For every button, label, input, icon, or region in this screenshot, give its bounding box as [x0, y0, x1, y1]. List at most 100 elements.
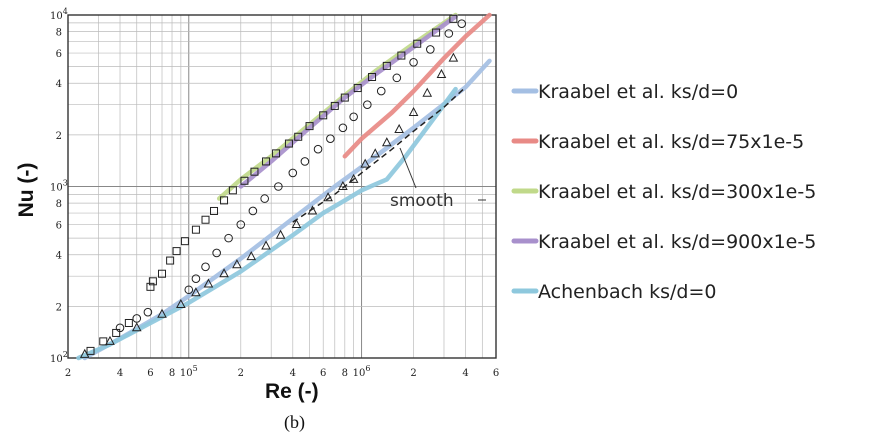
- marker-square: [210, 206, 219, 215]
- y-tick-label: 6: [56, 49, 62, 60]
- y-tick-label: 104: [50, 7, 68, 22]
- figure-caption: (b): [284, 412, 305, 433]
- marker-square: [228, 186, 237, 195]
- marker-square: [86, 346, 95, 355]
- marker-circle: [426, 45, 435, 54]
- x-tick-labels: 2 4 6 8 105 2 4 6 8 106 2 4 6: [65, 364, 499, 379]
- marker-square: [201, 215, 210, 224]
- x-tick-label: 106: [353, 364, 371, 379]
- marker-square: [340, 93, 349, 102]
- dashed-reference-line: [292, 86, 467, 223]
- marker-triangle: [448, 52, 459, 62]
- marker-square: [124, 318, 133, 327]
- x-axis-title: Re (-): [265, 380, 319, 403]
- marker-triangle: [232, 259, 242, 269]
- marker-square: [240, 176, 249, 185]
- y-tick-label: 8: [56, 28, 62, 39]
- marker-square: [146, 282, 155, 291]
- marker-square: [284, 139, 293, 148]
- legend-label-3: Kraabel et al. ks/d=900x1e-5: [538, 231, 816, 253]
- x-tick-label: 4: [290, 368, 296, 379]
- annotation-leader: [399, 147, 417, 189]
- marker-triangle: [408, 106, 419, 117]
- x-tick-label: 2: [410, 368, 416, 379]
- legend: Kraabel et al. ks/d=0 Kraabel et al. ks/d…: [511, 81, 816, 303]
- marker-triangle: [394, 123, 404, 133]
- marker-circle: [349, 112, 358, 122]
- y-tick-label: 4: [56, 79, 62, 90]
- x-tick-label: 4: [117, 368, 123, 379]
- marker-circle: [201, 262, 210, 272]
- legend-label-4: Achenbach ks/d=0: [538, 281, 717, 303]
- x-tick-label: 4: [462, 368, 468, 379]
- y-tick-label: 2: [56, 302, 62, 313]
- marker-square: [397, 51, 406, 60]
- legend-label-2: Kraabel et al. ks/d=300x1e-5: [538, 181, 816, 203]
- marker-circle: [300, 157, 310, 166]
- data-markers: [79, 14, 467, 358]
- marker-triangle: [275, 229, 286, 239]
- marker-triangle: [219, 268, 229, 278]
- marker-circle: [392, 73, 402, 83]
- marker-circle: [457, 19, 467, 28]
- marker-square: [99, 337, 108, 346]
- marker-triangle: [348, 173, 359, 183]
- y-tick-label: 8: [56, 199, 62, 210]
- series-line-1: [342, 12, 492, 159]
- marker-triangle: [176, 298, 186, 309]
- marker-circle: [224, 233, 233, 243]
- marker-circle: [409, 57, 418, 67]
- marker-circle: [115, 323, 125, 333]
- marker-square: [368, 72, 377, 81]
- marker-triangle: [246, 251, 257, 261]
- marker-triangle: [79, 348, 90, 358]
- marker-circle: [363, 100, 372, 109]
- marker-triangle: [381, 137, 392, 147]
- x-tick-label: 6: [320, 368, 326, 379]
- series-line-4: [76, 86, 458, 361]
- marker-circle: [376, 86, 386, 96]
- marker-triangle: [291, 218, 302, 229]
- marker-square: [148, 277, 157, 286]
- marker-square: [112, 328, 121, 337]
- marker-square: [294, 132, 303, 141]
- legend-label-0: Kraabel et al. ks/d=0: [538, 81, 738, 103]
- marker-square: [449, 14, 458, 23]
- marker-circle: [143, 307, 153, 317]
- marker-square: [172, 247, 181, 256]
- marker-triangle: [360, 158, 371, 168]
- marker-circle: [288, 168, 298, 178]
- y-tick-label: 4: [56, 251, 62, 262]
- y-tick-label: 102: [50, 350, 68, 365]
- marker-square: [158, 269, 167, 278]
- x-tick-label: 6: [147, 368, 153, 379]
- marker-circle: [191, 274, 201, 283]
- marker-circle: [326, 134, 335, 143]
- x-tick-label: 8: [342, 368, 348, 379]
- marker-circle: [274, 182, 283, 191]
- marker-circle: [184, 285, 194, 295]
- marker-square: [353, 84, 362, 93]
- marker-square: [319, 111, 328, 120]
- legend-label-1: Kraabel et al. ks/d=75x1e-5: [538, 131, 804, 153]
- marker-triangle: [370, 148, 381, 158]
- marker-triangle: [422, 87, 433, 97]
- plot-frame: [67, 14, 497, 359]
- y-tick-labels: 102 2 4 6 8 103 2 4 6 8 104: [50, 7, 68, 365]
- marker-triangle: [261, 240, 271, 250]
- smooth-annotation: smooth: [390, 191, 454, 211]
- dashed-line: [292, 86, 467, 223]
- marker-circle: [260, 194, 269, 203]
- marker-square: [220, 196, 229, 205]
- marker-circle: [248, 206, 258, 216]
- x-tick-label: 105: [180, 364, 198, 379]
- marker-circle: [236, 220, 246, 229]
- marker-circle: [212, 248, 221, 258]
- marker-triangle: [131, 322, 142, 332]
- marker-square: [250, 167, 259, 176]
- marker-square: [413, 39, 422, 48]
- x-tick-label: 2: [238, 368, 244, 379]
- marker-square: [262, 157, 271, 166]
- marker-square: [382, 61, 391, 70]
